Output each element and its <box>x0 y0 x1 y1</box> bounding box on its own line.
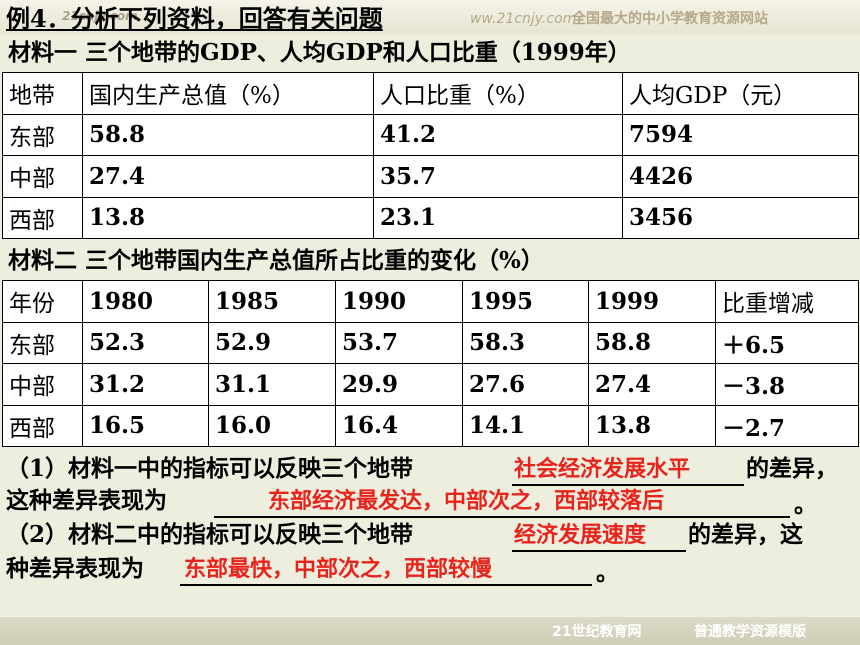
table-header-cell: 1980 <box>82 280 209 323</box>
table-cell: ＋6.5 <box>715 321 859 364</box>
table-cell: 27.6 <box>462 363 589 406</box>
table-header-row: 年份 1980 1985 1990 1995 1999 比重增减 <box>2 280 859 323</box>
table-header-cell: 1999 <box>588 280 716 323</box>
table-cell: 27.4 <box>588 363 716 406</box>
table-cell: 16.5 <box>82 404 209 447</box>
table-row-label: 西部 <box>2 196 83 239</box>
table-header-cell: 比重增减 <box>715 280 859 323</box>
table-cell: 4426 <box>622 155 859 198</box>
table-cell: 16.4 <box>335 404 463 447</box>
footer-bar <box>0 617 860 645</box>
question-2-answer-2: 东部最快，中部次之，西部较慢 <box>184 557 493 582</box>
table-header-cell: 人均GDP（元） <box>622 72 859 115</box>
site-slogan: 全国最大的中小学教育资源网站 <box>572 11 768 27</box>
question-2-answer-1: 经济发展速度 <box>514 523 647 548</box>
table-header-cell: 1990 <box>335 280 463 323</box>
header-bar <box>0 0 860 34</box>
table-header-cell: 地带 <box>2 72 83 115</box>
table-header-row: 地带 国内生产总值（%） 人口比重（%） 人均GDP（元） <box>2 72 859 115</box>
question-2-prompt: （2）材料二中的指标可以反映三个地带 <box>6 521 414 548</box>
table-row: 东部 58.8 41.2 7594 <box>2 113 859 156</box>
table-cell: 16.0 <box>208 404 336 447</box>
table-cell: 14.1 <box>462 404 589 447</box>
question-1-prompt: （1）材料一中的指标可以反映三个地带 <box>6 455 414 482</box>
table-row-label: 东部 <box>2 113 83 156</box>
example-title: 例4．分析下列资料，回答有关问题 <box>6 4 383 33</box>
question-1-line2: 这种差异表现为 <box>6 487 167 514</box>
question-2-end: 。 <box>596 559 619 586</box>
table-cell: －2.7 <box>715 404 859 447</box>
watermark-logo: 21cnjy.com <box>62 9 138 23</box>
table-header-cell: 1995 <box>462 280 589 323</box>
question-1-answer-2: 东部经济最发达，中部次之，西部较落后 <box>268 489 665 514</box>
table-cell: 58.8 <box>82 113 374 156</box>
table-row: 西部 13.8 23.1 3456 <box>2 196 859 239</box>
footer-template-label: 普通教学资源模版 <box>694 624 806 640</box>
question-1-end: 。 <box>794 491 817 518</box>
table-header-cell: 人口比重（%） <box>373 72 623 115</box>
site-url: ww.21cnjy.com） <box>470 11 591 27</box>
question-2-blank-1 <box>512 522 686 552</box>
table-cell: 58.3 <box>462 321 589 364</box>
table-cell: 31.1 <box>208 363 336 406</box>
table-cell: 52.3 <box>82 321 209 364</box>
material1-title: 材料一 三个地带的GDP、人均GDP和人口比重（1999年） <box>8 39 631 66</box>
table-header-cell: 年份 <box>2 280 83 323</box>
table-cell: 3456 <box>622 196 859 239</box>
table-cell: 58.8 <box>588 321 716 364</box>
material1-table: 地带 国内生产总值（%） 人口比重（%） 人均GDP（元） 东部 58.8 41… <box>2 72 859 239</box>
question-1-blank-2 <box>214 488 790 518</box>
table-header-cell: 1985 <box>208 280 336 323</box>
question-2-line2: 种差异表现为 <box>6 555 144 582</box>
table-row: 中部 27.4 35.7 4426 <box>2 155 859 198</box>
table-cell: 27.4 <box>82 155 374 198</box>
table-cell: 29.9 <box>335 363 463 406</box>
material2-title: 材料二 三个地带国内生产总值所占比重的变化（%） <box>8 247 544 274</box>
table-cell: －3.8 <box>715 363 859 406</box>
question-1-suffix: 的差异， <box>746 455 838 482</box>
footer-site-name: 21世纪教育网 <box>552 624 642 640</box>
question-1-blank-1 <box>512 456 744 486</box>
question-2-blank-2 <box>180 556 592 586</box>
table-header-cell: 国内生产总值（%） <box>82 72 374 115</box>
table-cell: 31.2 <box>82 363 209 406</box>
table-cell: 41.2 <box>373 113 623 156</box>
table-row-label: 中部 <box>2 363 83 406</box>
table-row-label: 西部 <box>2 404 83 447</box>
table-row-label: 东部 <box>2 321 83 364</box>
table-cell: 23.1 <box>373 196 623 239</box>
table-cell: 52.9 <box>208 321 336 364</box>
table-row-label: 中部 <box>2 155 83 198</box>
table-cell: 53.7 <box>335 321 463 364</box>
table-row: 西部 16.5 16.0 16.4 14.1 13.8 －2.7 <box>2 404 859 447</box>
table-cell: 35.7 <box>373 155 623 198</box>
table-cell: 7594 <box>622 113 859 156</box>
question-1-answer-1: 社会经济发展水平 <box>514 457 691 482</box>
table-cell: 13.8 <box>588 404 716 447</box>
table-cell: 13.8 <box>82 196 374 239</box>
table-row: 中部 31.2 31.1 29.9 27.6 27.4 －3.8 <box>2 363 859 406</box>
question-2-suffix: 的差异，这 <box>688 521 803 548</box>
table-row: 东部 52.3 52.9 53.7 58.3 58.8 ＋6.5 <box>2 321 859 364</box>
material2-table: 年份 1980 1985 1990 1995 1999 比重增减 东部 52.3… <box>2 280 859 447</box>
